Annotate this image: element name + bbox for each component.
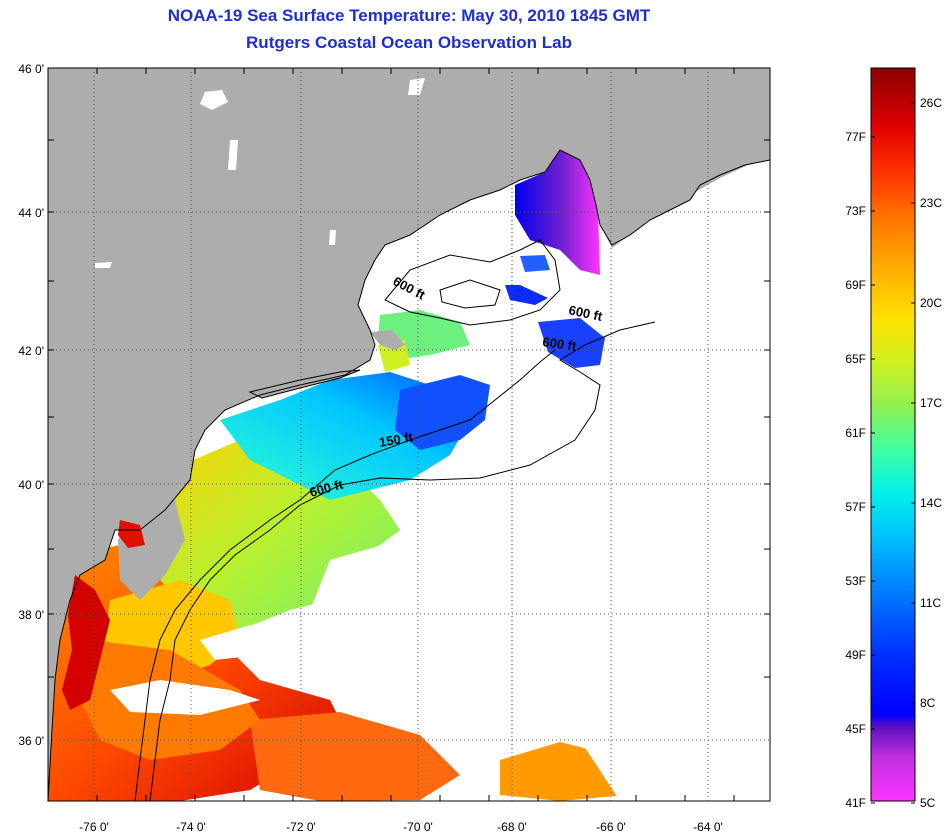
cloud-mask xyxy=(110,540,770,801)
coastline-long-island xyxy=(248,369,361,399)
latitude-label: 38 0' xyxy=(18,608,44,622)
sst-slope-warm-patch xyxy=(250,712,460,801)
colorbar-fahrenheit-label: 65F xyxy=(845,352,866,366)
cloud-patch-offshore xyxy=(310,540,770,801)
colorbar-celsius-label: 8C xyxy=(920,696,936,710)
colorbar-ticks xyxy=(871,102,915,804)
contour-600-shelf-edge xyxy=(149,321,656,801)
latitude-label: 46 0' xyxy=(18,62,44,76)
map-frame xyxy=(47,67,771,802)
chesapeake-bay xyxy=(62,575,110,710)
contour-label-150: 150 ft xyxy=(378,429,415,450)
colorbar-fahrenheit-label: 57F xyxy=(845,500,866,514)
latitude-label: 42 0' xyxy=(18,344,44,358)
longitude-label: -64 0' xyxy=(693,820,723,834)
contour-600-gulf-maine xyxy=(384,239,561,326)
colorbar-fahrenheit-label: 77F xyxy=(845,130,866,144)
coastline-mainland xyxy=(48,149,770,801)
longitude-label: -66 0' xyxy=(596,820,626,834)
sst-georges-bank-cool xyxy=(395,375,490,450)
colorbar-celsius-label: 11C xyxy=(920,596,941,610)
sst-nova-scotia-shelf xyxy=(538,318,605,368)
longitude-label: -68 0' xyxy=(497,820,527,834)
longitude-label: -72 0' xyxy=(286,820,316,834)
bathymetry-contours xyxy=(134,239,656,801)
map-subtitle: Rutgers Coastal Ocean Observation Lab xyxy=(246,33,572,52)
sst-cape-cod-warm xyxy=(378,340,410,372)
colorbar-fahrenheit-label: 61F xyxy=(845,426,866,440)
colorbar-scale xyxy=(870,67,916,802)
colorbar-celsius-label: 17C xyxy=(920,396,942,410)
sst-bay-of-fundy xyxy=(515,140,600,275)
colorbar-celsius-label: 14C xyxy=(920,496,942,510)
colorbar-fahrenheit-label: 45F xyxy=(845,722,866,736)
colorbar-fahrenheit-label: 49F xyxy=(845,648,866,662)
colorbar-celsius-labels: 26C 23C 20C 17C 14C 11C 8C 5C xyxy=(920,96,942,810)
longitude-label: -76 0' xyxy=(79,820,109,834)
longitude-label: -70 0' xyxy=(403,820,433,834)
colorbar-fahrenheit-labels: 77F 73F 69F 65F 61F 57F 53F 49F 45F 41F xyxy=(845,130,866,810)
longitude-label: -74 0' xyxy=(176,820,206,834)
colorbar-celsius-label: 26C xyxy=(920,96,942,110)
latitude-label: 40 0' xyxy=(18,478,44,492)
contour-georges-basin xyxy=(439,279,501,309)
axis-ticks xyxy=(47,67,770,801)
land-nova-scotia xyxy=(600,105,770,248)
land-us-east-coast xyxy=(48,68,770,801)
sst-inshore-blue xyxy=(520,255,550,272)
lake-patch-5 xyxy=(95,262,112,268)
land-cape-cod xyxy=(370,330,405,350)
colorbar-fahrenheit-label: 53F xyxy=(845,574,866,588)
cloud-patch-south xyxy=(200,625,290,660)
lake-patch-1 xyxy=(200,90,228,110)
colorbar-celsius-label: 23C xyxy=(920,196,942,210)
latitude-label: 36 0' xyxy=(18,734,44,748)
graticule xyxy=(48,68,770,801)
colorbar-fahrenheit-label: 73F xyxy=(845,204,866,218)
map-title: NOAA-19 Sea Surface Temperature: May 30,… xyxy=(167,6,651,25)
colorbar-celsius-label: 5C xyxy=(920,796,936,810)
colorbar-celsius-label: 20C xyxy=(920,296,942,310)
lake-patch-2 xyxy=(408,78,425,95)
colorbar-fahrenheit-label: 69F xyxy=(845,278,866,292)
sst-georges-edge xyxy=(505,285,548,305)
latitude-label: 44 0' xyxy=(18,206,44,220)
contour-label-600-east-b: 600 ft xyxy=(542,334,578,354)
delaware-bay xyxy=(118,520,145,548)
contour-150 xyxy=(134,349,556,801)
lakes xyxy=(95,78,425,268)
cloud-patch-shelf xyxy=(110,680,260,715)
coastline xyxy=(48,149,770,801)
colorbar-fahrenheit-label: 41F xyxy=(845,796,866,810)
lake-patch-4 xyxy=(329,230,336,245)
contour-label-600-east-a: 600 ft xyxy=(567,302,604,324)
latitude-labels: 46 0' 44 0' 42 0' 40 0' 38 0' 36 0' xyxy=(18,62,44,748)
lake-patch-3 xyxy=(228,140,238,170)
longitude-labels: -76 0' -74 0' -72 0' -70 0' -68 0' -66 0' -64 … xyxy=(79,820,723,834)
